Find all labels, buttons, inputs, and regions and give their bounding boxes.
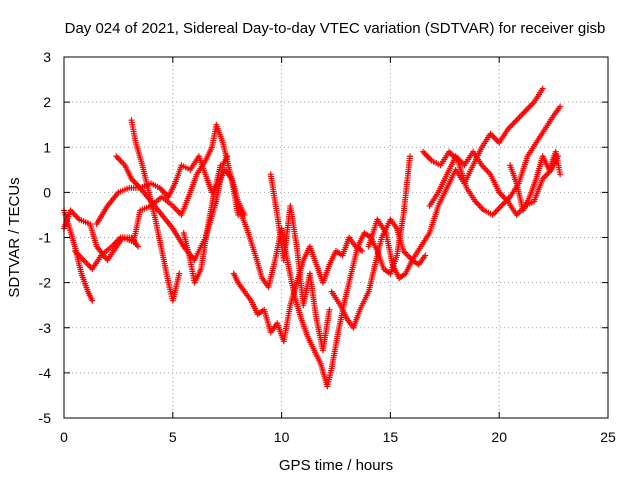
data-point [217,162,224,169]
plot-area [61,85,564,390]
y-axis-label: SDTVAR / TECUs [6,177,23,297]
x-tick-label: 20 [491,429,507,445]
data-point [422,252,429,259]
data-point [326,306,333,313]
data-point [176,270,183,277]
data-point [359,248,366,255]
data-point [539,85,546,92]
chart-title: Day 024 of 2021, Sidereal Day-to-day VTE… [65,20,606,37]
series-track-e [128,117,183,304]
y-tick-label: 3 [43,49,51,65]
series-track-m [420,103,564,218]
y-tick-label: -1 [39,230,52,246]
y-tick-label: 2 [43,94,51,110]
y-tick-label: -5 [39,410,52,426]
x-axis-label: GPS time / hours [279,457,393,474]
data-point [557,171,564,178]
series-track-o [507,148,564,214]
y-tick-label: 1 [43,139,51,155]
series-track-i [235,153,413,390]
data-point [224,153,231,160]
y-tick-label: -2 [39,275,52,291]
series-track-c [71,234,141,273]
x-tick-label: 15 [383,429,399,445]
y-tick-label: -4 [39,365,52,381]
x-tick-label: 0 [60,429,68,445]
axes: 0 5 10 15 20 25 -5 -4 -3 -2 -1 0 1 2 3 [39,49,616,445]
series-track-g [180,162,224,286]
y-tick-label: 0 [43,184,51,200]
data-point [406,153,413,160]
y-tick-label: -3 [39,320,52,336]
series-track-j [267,171,333,354]
x-tick-label: 10 [274,429,290,445]
grid [64,57,608,418]
series-track-n [426,148,561,218]
data-point [134,243,141,250]
x-tick-label: 25 [600,429,616,445]
series-track-k [328,216,429,331]
x-tick-label: 5 [169,429,177,445]
data-point [557,103,564,110]
data-point [89,297,96,304]
